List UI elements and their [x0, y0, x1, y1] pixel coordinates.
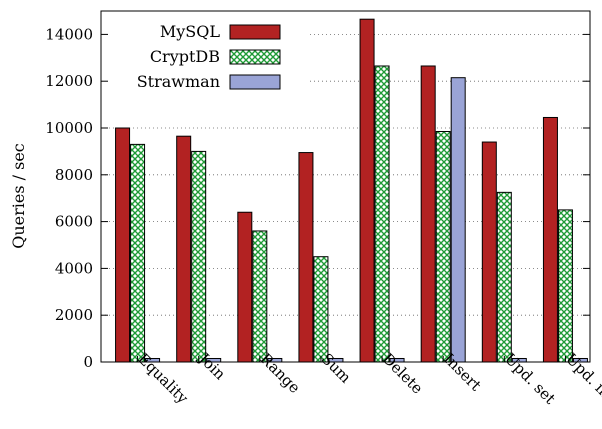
y-tick-label: 0 [83, 353, 93, 371]
x-tick-label: Delete [379, 350, 427, 398]
x-tick-label: Upd. inc [562, 350, 602, 408]
bar-cryptdb-join [191, 150, 207, 363]
plot-frame [100, 10, 591, 363]
bar-strawman-insert [450, 77, 466, 363]
bar-mysql-equality [115, 127, 131, 363]
bar-mysql-upd-inc [542, 116, 558, 363]
bar-mysql-join [176, 135, 192, 363]
y-axis-label: Queries / sec [9, 143, 28, 249]
bars [115, 18, 588, 363]
y-tick-label: 6000 [55, 213, 93, 231]
bar-mysql-upd-set [481, 141, 497, 363]
y-tick-label: 12000 [45, 72, 93, 90]
y-tick-label: 14000 [45, 25, 93, 43]
bar-mysql-insert [420, 65, 436, 363]
legend-swatch [229, 49, 281, 65]
legend-label: MySQL [160, 22, 221, 41]
gridlines [101, 34, 590, 316]
bar-mysql-range [237, 211, 253, 363]
bar-cryptdb-insert [435, 131, 451, 363]
bar-cryptdb-upd-inc [557, 209, 573, 363]
bar-cryptdb-upd-set [496, 191, 512, 363]
y-tick-label: 2000 [55, 306, 93, 324]
y-tick-label: 8000 [55, 166, 93, 184]
x-tick-label: Range [257, 350, 304, 397]
bar-cryptdb-delete [374, 65, 390, 363]
bar-mysql-delete [359, 18, 375, 363]
legend-label: CryptDB [150, 47, 220, 66]
legend-swatch [229, 24, 281, 40]
legend-label: Strawman [137, 72, 220, 91]
bar-mysql-sum [298, 152, 314, 363]
bar-cryptdb-range [252, 230, 268, 363]
legend: MySQL CryptDB Strawman [137, 22, 281, 91]
legend-swatch [229, 74, 281, 90]
y-tick-label: 10000 [45, 119, 93, 137]
bar-cryptdb-equality [130, 143, 146, 363]
bar-cryptdb-sum [313, 256, 329, 363]
y-tick-label: 4000 [55, 259, 93, 277]
